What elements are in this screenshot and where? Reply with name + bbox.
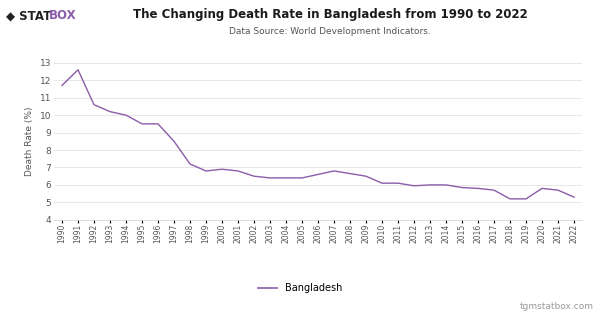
Text: The Changing Death Rate in Bangladesh from 1990 to 2022: The Changing Death Rate in Bangladesh fr…: [133, 8, 527, 21]
Text: tgmstatbox.com: tgmstatbox.com: [520, 302, 594, 311]
Text: Data Source: World Development Indicators.: Data Source: World Development Indicator…: [229, 27, 431, 36]
Y-axis label: Death Rate (%): Death Rate (%): [25, 106, 34, 176]
Legend: Bangladesh: Bangladesh: [254, 279, 346, 297]
Text: ◆ STAT: ◆ STAT: [6, 9, 51, 22]
Text: BOX: BOX: [49, 9, 77, 22]
